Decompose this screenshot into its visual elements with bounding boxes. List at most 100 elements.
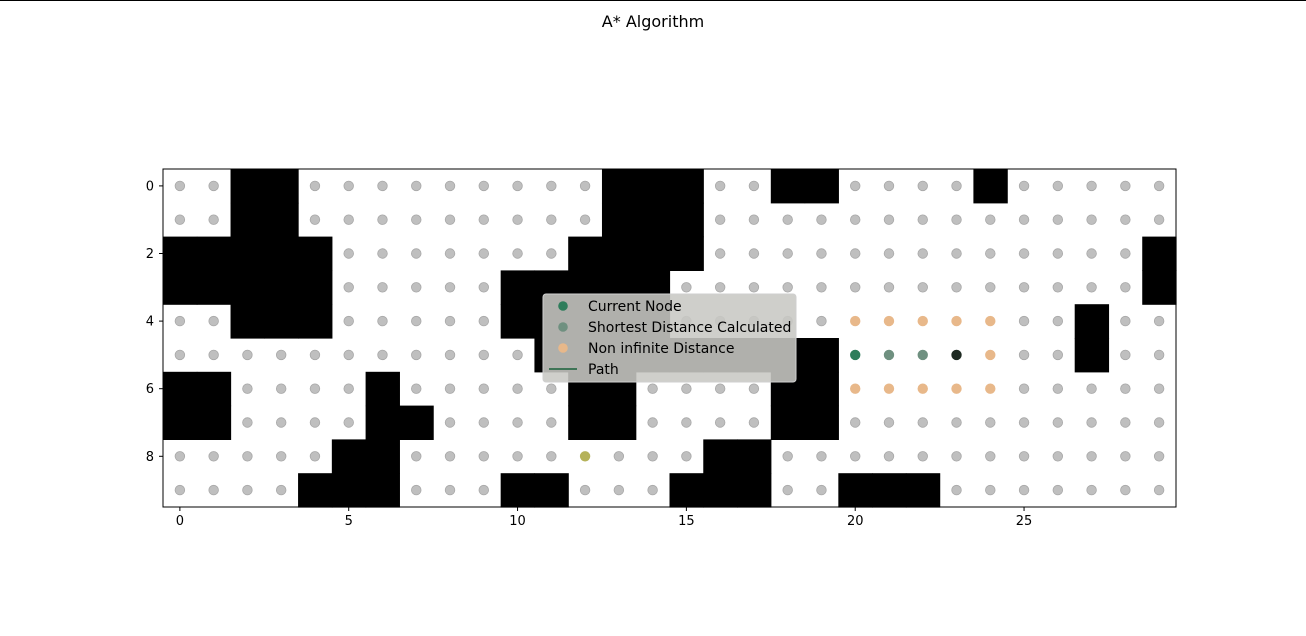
grid-node bbox=[985, 417, 996, 428]
wall-cell bbox=[568, 236, 603, 271]
grid-node bbox=[411, 282, 422, 293]
grid-node bbox=[309, 349, 321, 361]
grid-node bbox=[1018, 484, 1030, 496]
grid-node bbox=[275, 484, 287, 496]
wall-cell bbox=[703, 473, 738, 508]
grid-node bbox=[1018, 451, 1030, 462]
wall-cell bbox=[669, 169, 704, 204]
wall-cell bbox=[196, 236, 232, 271]
grid-node bbox=[411, 248, 422, 259]
wall-cell bbox=[804, 405, 839, 440]
grid-node bbox=[478, 282, 489, 293]
grid-node bbox=[275, 383, 287, 394]
grid-node bbox=[1120, 383, 1131, 394]
grid-node bbox=[343, 315, 354, 327]
grid-node bbox=[1086, 282, 1097, 293]
grid-node bbox=[512, 248, 523, 259]
grid-node bbox=[478, 383, 489, 394]
grid-node bbox=[850, 214, 861, 225]
grid-node bbox=[748, 248, 760, 259]
grid-node bbox=[309, 180, 321, 192]
grid-node bbox=[1086, 383, 1097, 394]
grid-node bbox=[512, 417, 523, 428]
grid-node bbox=[242, 484, 253, 496]
wall-cell bbox=[703, 439, 738, 474]
grid-node bbox=[1120, 214, 1131, 225]
grid-node bbox=[782, 248, 793, 259]
wall-cell bbox=[230, 304, 265, 339]
grid-node bbox=[1052, 383, 1064, 394]
wall-cell bbox=[804, 371, 839, 407]
grid-node bbox=[444, 214, 456, 225]
grid-node bbox=[883, 214, 895, 225]
grid-node bbox=[1153, 383, 1165, 394]
y-tick-label: 2 bbox=[146, 247, 154, 262]
grid-node bbox=[917, 248, 928, 259]
grid-node bbox=[1052, 214, 1064, 225]
wall-cell bbox=[804, 169, 839, 204]
grid-node bbox=[1153, 180, 1165, 192]
wall-cell bbox=[230, 169, 265, 204]
grid-node bbox=[850, 451, 861, 462]
y-tick-label: 8 bbox=[146, 450, 154, 465]
legend-marker-swatch bbox=[558, 343, 568, 353]
wall-cell bbox=[399, 405, 434, 440]
grid-node bbox=[1018, 349, 1030, 361]
grid-node-start bbox=[951, 349, 962, 361]
grid-node bbox=[478, 349, 489, 361]
grid-node-non-infinite bbox=[917, 315, 928, 327]
wall-cell bbox=[365, 473, 400, 508]
grid-node bbox=[377, 248, 388, 259]
grid-node bbox=[444, 484, 456, 496]
grid-node bbox=[275, 451, 287, 462]
grid-node bbox=[546, 417, 557, 428]
wall-cell bbox=[737, 439, 772, 474]
wall-cell bbox=[770, 169, 806, 204]
wall-cell bbox=[230, 236, 265, 271]
grid-node bbox=[1018, 315, 1030, 327]
grid-node bbox=[579, 180, 591, 192]
wall-cell bbox=[298, 236, 333, 271]
wall-cell bbox=[601, 405, 637, 440]
grid-node bbox=[444, 349, 456, 361]
grid-node bbox=[782, 282, 793, 293]
grid-node bbox=[1120, 451, 1131, 462]
grid-node-non-infinite bbox=[951, 315, 962, 327]
x-tick-label: 5 bbox=[345, 514, 353, 529]
grid-node bbox=[275, 417, 287, 428]
grid-node bbox=[343, 180, 354, 192]
grid-node bbox=[714, 417, 726, 428]
grid-node bbox=[1153, 484, 1165, 496]
grid-node bbox=[1086, 484, 1097, 496]
wall-cell bbox=[163, 236, 198, 271]
y-tick-label: 0 bbox=[146, 179, 154, 194]
grid-node-non-infinite bbox=[850, 315, 861, 327]
grid-node bbox=[985, 248, 996, 259]
grid-node bbox=[546, 383, 557, 394]
wall-cell bbox=[230, 270, 265, 305]
grid-node bbox=[411, 214, 422, 225]
grid-node bbox=[647, 484, 658, 496]
grid-node bbox=[1052, 282, 1064, 293]
axis-ticks: 0 5 10 15 20 25 0 2 4 6 8 bbox=[146, 179, 1033, 529]
grid-node bbox=[951, 484, 962, 496]
wall-cell bbox=[905, 473, 941, 508]
grid-node bbox=[343, 349, 354, 361]
legend-marker-swatch bbox=[558, 301, 568, 311]
grid-node bbox=[411, 315, 422, 327]
grid-node bbox=[681, 451, 692, 462]
grid-node bbox=[1052, 248, 1064, 259]
wall-cell bbox=[1142, 270, 1177, 305]
grid-node bbox=[748, 180, 760, 192]
grid-node bbox=[208, 180, 219, 192]
grid-node bbox=[1120, 180, 1131, 192]
legend-label: Current Node bbox=[588, 299, 682, 315]
grid-node bbox=[1086, 451, 1097, 462]
grid-node bbox=[748, 417, 760, 428]
grid-node bbox=[850, 248, 861, 259]
wall-cell bbox=[500, 473, 536, 508]
grid-node bbox=[816, 282, 827, 293]
grid-node bbox=[917, 180, 928, 192]
x-tick-label: 10 bbox=[509, 514, 526, 529]
legend-marker-swatch bbox=[558, 322, 568, 332]
